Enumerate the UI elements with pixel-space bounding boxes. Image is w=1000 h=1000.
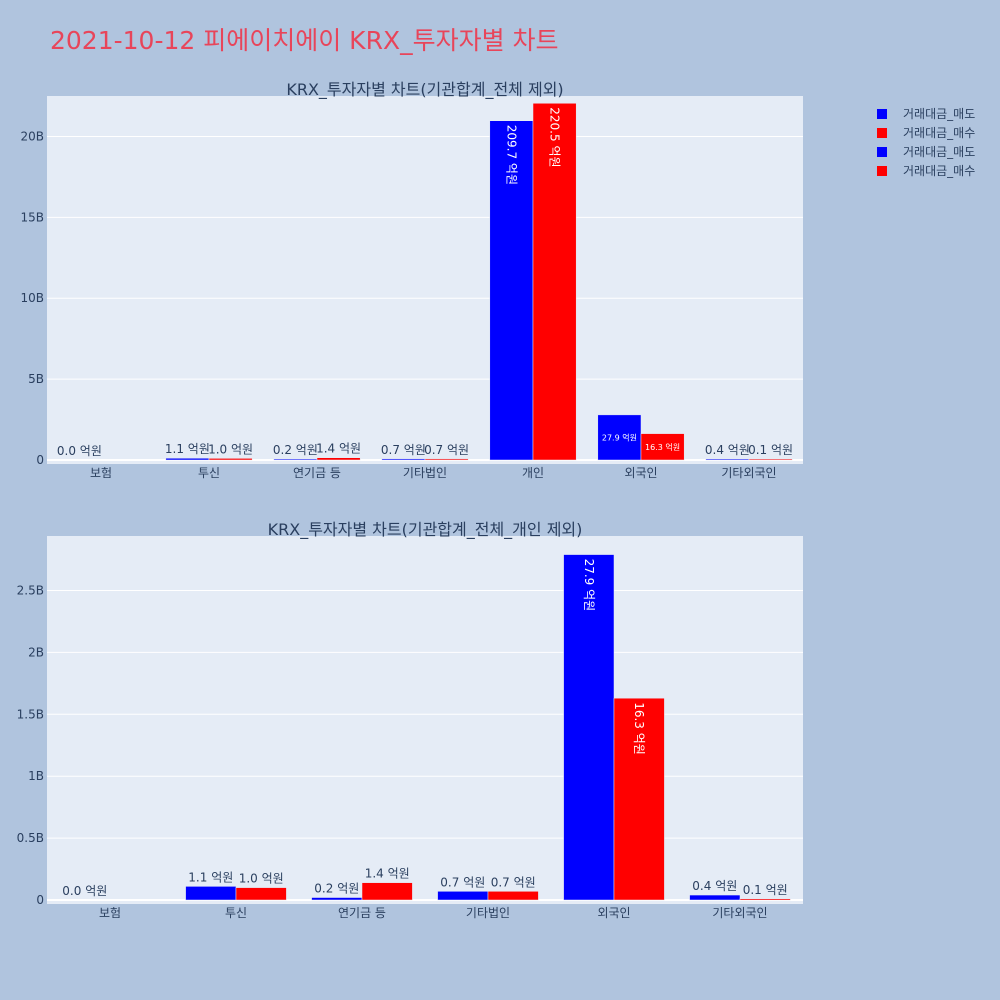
x-tick-label: 개인 [522, 466, 544, 480]
legend-item[interactable]: 거래대금_매도 [877, 145, 975, 159]
bar[interactable] [613, 697, 665, 901]
bar[interactable] [208, 458, 253, 461]
plot-area-top [47, 96, 803, 464]
chart-top: KRX_투자자별 차트(기관합계_전체 제외) 0 5B 10B 15B 20B 보험 0.… [20, 80, 803, 480]
bar[interactable] [689, 894, 741, 901]
x-tick-label: 연기금 등 [293, 466, 341, 480]
bar[interactable] [311, 897, 363, 901]
x-tick-label: 기타법인 [466, 906, 510, 920]
bar-label: 220.5 억원 [548, 107, 562, 167]
legend-item[interactable]: 거래대금_매수 [877, 126, 975, 140]
bar-label: 0.4 억원 [705, 443, 750, 457]
bar-label: 0.1 억원 [748, 443, 793, 457]
bar[interactable] [316, 457, 361, 461]
y-tick-label: 10B [20, 291, 44, 305]
bar-label: 1.4 억원 [365, 867, 410, 881]
bar-label: 0.1 억원 [743, 883, 788, 897]
bar[interactable] [361, 882, 413, 901]
bar-label: 16.3 억원 [645, 442, 680, 452]
bar[interactable] [705, 458, 750, 461]
bar-label: 1.1 억원 [188, 870, 233, 884]
x-tick-label: 보험 [90, 466, 112, 480]
bar[interactable] [437, 891, 489, 901]
x-tick-label: 연기금 등 [338, 906, 386, 920]
y-tick-label: 0 [36, 453, 44, 467]
bar[interactable] [165, 457, 210, 461]
legend-label: 거래대금_매도 [903, 107, 975, 121]
legend-label: 거래대금_매수 [903, 164, 975, 178]
bar-label: 16.3 억원 [632, 702, 646, 755]
bar-label: 0.0 억원 [62, 884, 107, 898]
x-tick-label: 외국인 [597, 906, 630, 920]
bar-label: 0.4 억원 [692, 879, 737, 893]
bar-label: 27.9 억원 [602, 432, 637, 442]
bar[interactable] [563, 554, 615, 901]
legend-label: 거래대금_매수 [903, 126, 975, 140]
y-tick-label: 2B [28, 645, 44, 659]
x-tick-label: 투신 [198, 466, 220, 480]
bar-label: 0.2 억원 [314, 882, 359, 896]
bar-label: 0.0 억원 [57, 444, 102, 458]
bar-label: 209.7 억원 [504, 125, 518, 185]
legend-swatch [877, 128, 887, 138]
y-tick-label: 20B [20, 129, 44, 143]
bar[interactable] [739, 898, 791, 901]
bar-label: 0.7 억원 [424, 443, 469, 457]
bar[interactable] [273, 458, 318, 461]
bar-label: 0.7 억원 [491, 875, 536, 889]
y-tick-label: 5B [28, 372, 44, 386]
bar[interactable] [487, 891, 539, 901]
legend-item[interactable]: 거래대금_매수 [877, 164, 975, 178]
chart-title-bottom: KRX_투자자별 차트(기관합계_전체_개인 제외) [268, 520, 583, 540]
bar[interactable] [489, 120, 534, 461]
legend-swatch [877, 147, 887, 157]
y-tick-label: 2.5B [17, 583, 44, 597]
bar-label: 0.7 억원 [440, 875, 485, 889]
bar[interactable] [185, 886, 237, 901]
legend-item[interactable]: 거래대금_매도 [877, 107, 975, 121]
x-tick-label: 기타외국인 [721, 466, 776, 480]
y-tick-label: 1B [28, 769, 44, 783]
legend-swatch [877, 166, 887, 176]
bar-label: 27.9 억원 [582, 559, 596, 612]
bar-label: 1.1 억원 [165, 442, 210, 456]
chart-title-top: KRX_투자자별 차트(기관합계_전체 제외) [286, 80, 563, 100]
bar[interactable] [424, 458, 469, 461]
x-tick-label: 외국인 [624, 466, 657, 480]
legend: 거래대금_매도 거래대금_매수 거래대금_매도 거래대금_매수 [877, 107, 975, 178]
chart-bottom: KRX_투자자별 차트(기관합계_전체_개인 제외) 0 0.5B 1B 1.5B 2B… [17, 520, 803, 920]
bar-label: 1.0 억원 [239, 872, 284, 886]
plot-area-bottom [47, 536, 803, 904]
bar[interactable] [381, 458, 426, 461]
y-tick-label: 15B [20, 210, 44, 224]
x-tick-label: 기타법인 [403, 466, 447, 480]
bar[interactable] [597, 414, 642, 461]
main-title: 2021-10-12 피에이치에이 KRX_투자자별 차트 [50, 26, 559, 55]
y-tick-label: 0 [36, 893, 44, 907]
legend-label: 거래대금_매도 [903, 145, 975, 159]
legend-swatch [877, 109, 887, 119]
bar-label: 1.4 억원 [316, 442, 361, 456]
bar[interactable] [532, 103, 577, 461]
bar[interactable] [640, 433, 685, 461]
x-tick-label: 기타외국인 [712, 906, 767, 920]
bar[interactable] [748, 458, 793, 461]
bar-label: 1.0 억원 [208, 442, 253, 456]
y-tick-label: 1.5B [17, 707, 44, 721]
bar[interactable] [235, 887, 287, 901]
y-tick-label: 0.5B [17, 831, 44, 845]
bar-label: 0.2 억원 [273, 443, 318, 457]
x-tick-label: 보험 [99, 906, 121, 920]
x-tick-label: 투신 [225, 906, 247, 920]
bar-label: 0.7 억원 [381, 443, 426, 457]
